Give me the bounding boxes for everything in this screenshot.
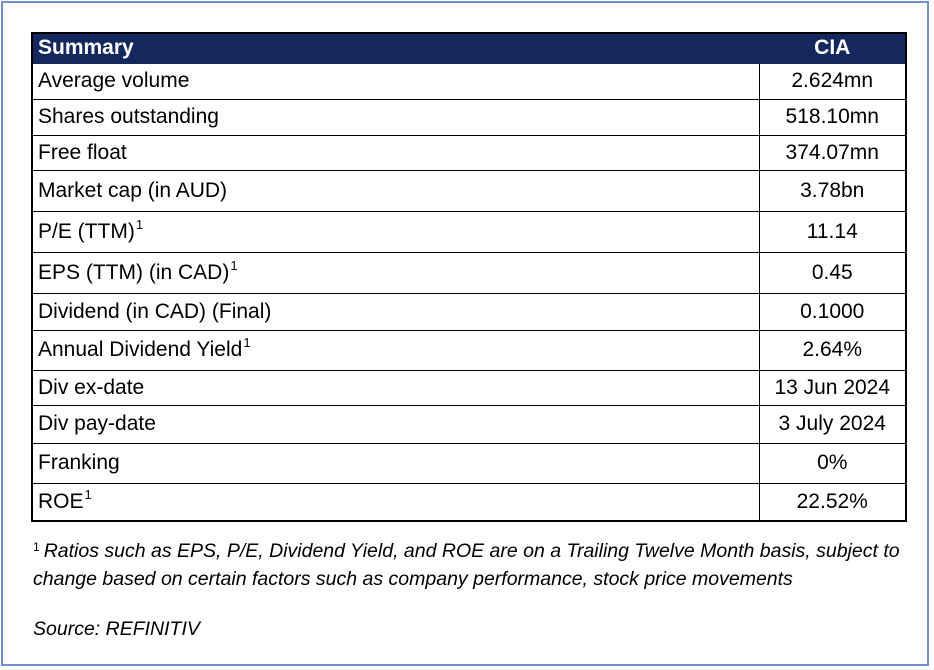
row-label: ROE1 — [31, 482, 760, 522]
row-label-text: Free float — [38, 140, 127, 164]
row-label-text: Average volume — [38, 69, 190, 92]
row-label-text: P/E (TTM) — [38, 219, 135, 243]
row-label-text: Franking — [38, 451, 120, 474]
row-label: Div ex-date — [31, 369, 760, 406]
row-label: Market cap (in AUD) — [31, 169, 760, 212]
row-value: 3 July 2024 — [758, 404, 907, 444]
row-value: 0% — [758, 442, 907, 484]
row-value: 2.624mn — [758, 62, 907, 100]
row-label: Average volume — [31, 62, 760, 100]
footnote-ref: 1 — [243, 335, 251, 350]
table-row: Div pay-date 3 July 2024 — [31, 404, 907, 444]
table-row: Average volume 2.624mn — [31, 62, 907, 100]
row-value: 374.07mn — [758, 134, 907, 171]
table-row: Franking 0% — [31, 442, 907, 484]
row-value: 518.10mn — [758, 98, 907, 136]
source-line: Source: REFINITIV — [33, 618, 200, 640]
row-label-text: ROE — [38, 489, 84, 513]
footnote-ref: 1 — [84, 486, 92, 502]
footnote: 1 Ratios such as EPS, P/E, Dividend Yield… — [33, 537, 903, 609]
table-body: Average volume 2.624mn Shares outstanding 5… — [31, 62, 907, 522]
row-label-text: EPS (TTM) (in CAD) — [38, 260, 230, 284]
table-row: P/E (TTM)1 11.14 — [31, 210, 907, 253]
table-row: Shares outstanding 518.10mn — [31, 98, 907, 136]
row-value: 2.64% — [758, 329, 907, 371]
row-value: 0.1000 — [758, 292, 907, 331]
row-value: 0.45 — [758, 251, 907, 294]
table-row: Dividend (in CAD) (Final) 0.1000 — [31, 292, 907, 331]
table-row: Div ex-date 13 Jun 2024 — [31, 369, 907, 406]
row-value: 13 Jun 2024 — [758, 369, 907, 406]
row-label: Free float — [31, 134, 760, 171]
table-row: ROE1 22.52% — [31, 482, 907, 522]
table-row: Free float 374.07mn — [31, 134, 907, 171]
row-label-text: Dividend (in CAD) (Final) — [38, 299, 272, 323]
row-label-text: Market cap (in AUD) — [38, 178, 228, 202]
row-label: P/E (TTM)1 — [31, 210, 760, 253]
row-value: 22.52% — [758, 482, 907, 522]
row-label: Annual Dividend Yield1 — [31, 329, 760, 371]
summary-table: Summary CIA Average volume 2.624mn Shares … — [31, 32, 907, 522]
footnote-text: Ratios such as EPS, P/E, Dividend Yield,… — [33, 540, 900, 590]
footnote-ref: 1 — [135, 216, 144, 232]
footnote-marker: 1 — [33, 540, 40, 554]
row-label: Shares outstanding — [31, 98, 760, 136]
header-company: CIA — [758, 32, 907, 64]
table-row: Annual Dividend Yield1 2.64% — [31, 329, 907, 371]
row-value: 11.14 — [758, 210, 907, 253]
header-summary: Summary — [31, 32, 760, 64]
table-row: Market cap (in AUD) 3.78bn — [31, 169, 907, 212]
row-label: EPS (TTM) (in CAD)1 — [31, 251, 760, 294]
row-label-text: Shares outstanding — [38, 105, 219, 128]
table-header-row: Summary CIA — [31, 32, 907, 64]
row-label: Div pay-date — [31, 404, 760, 444]
row-label-text: Div ex-date — [38, 375, 145, 399]
row-label-text: Div pay-date — [38, 412, 156, 435]
table-row: EPS (TTM) (in CAD)1 0.45 — [31, 251, 907, 294]
row-label: Dividend (in CAD) (Final) — [31, 292, 760, 331]
footnote-ref: 1 — [230, 257, 238, 273]
row-label-text: Annual Dividend Yield — [38, 338, 243, 361]
row-value: 3.78bn — [758, 169, 907, 212]
row-label: Franking — [31, 442, 760, 484]
